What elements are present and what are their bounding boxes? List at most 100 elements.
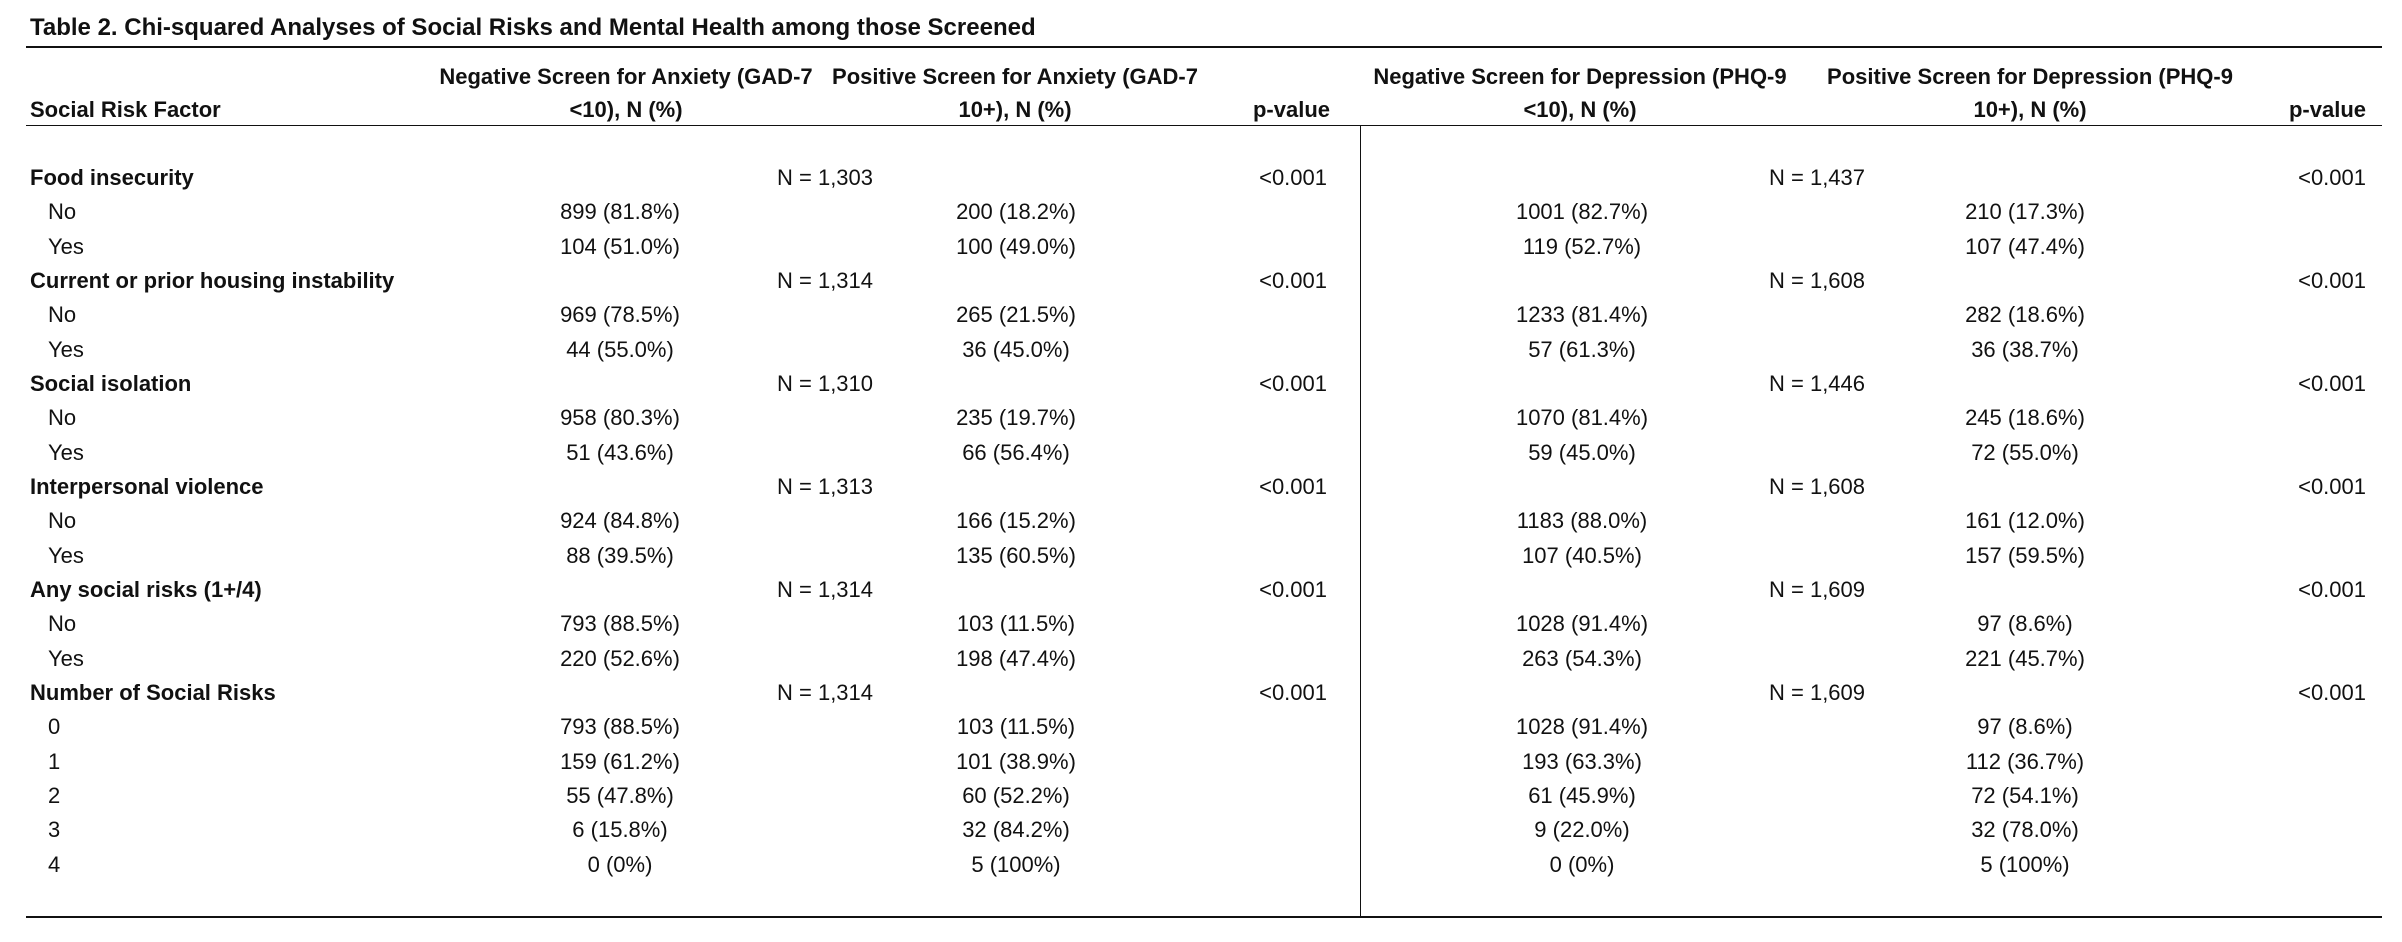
header-negative-depression: Negative Screen for Depression (PHQ-9 <1…	[1373, 64, 1787, 122]
negative-anxiety-cell: 793 (88.5%)	[560, 611, 680, 636]
header-p-value-depression: p-value	[2288, 97, 2366, 122]
positive-anxiety-cell: 265 (21.5%)	[956, 302, 1076, 327]
negative-anxiety-cell: 51 (43.6%)	[566, 440, 674, 465]
row-category-label: Any social risks (1+/4)	[30, 577, 262, 602]
positive-anxiety-cell: 60 (52.2%)	[962, 783, 1070, 808]
negative-depression-cell: 57 (61.3%)	[1528, 337, 1636, 362]
row-level-label: 2	[48, 783, 61, 808]
positive-anxiety-cell: 100 (49.0%)	[956, 234, 1076, 259]
row-level-label: No	[48, 611, 77, 636]
row-level-label: 0	[48, 714, 61, 739]
row-level-label: No	[48, 302, 77, 327]
row-level-label: Yes	[48, 234, 84, 259]
row-category-label: Interpersonal violence	[30, 474, 264, 499]
row-level-label: 1	[48, 749, 61, 774]
positive-depression-cell: 36 (38.7%)	[1971, 337, 2079, 362]
positive-depression-cell: 97 (8.6%)	[1977, 714, 2073, 739]
header-negative-anxiety: Negative Screen for Anxiety (GAD-7 <10),…	[439, 64, 813, 122]
positive-anxiety-cell: 103 (11.5%)	[956, 611, 1076, 636]
row-level-label: Yes	[48, 543, 84, 568]
depression-p-value: <0.001	[2298, 165, 2366, 190]
row-category-label: Number of Social Risks	[30, 680, 276, 705]
header-rule	[26, 125, 2382, 126]
negative-anxiety-cell: 899 (81.8%)	[560, 199, 680, 224]
negative-anxiety-cell: 793 (88.5%)	[560, 714, 680, 739]
positive-depression-cell: 245 (18.6%)	[1965, 405, 2085, 430]
positive-anxiety-cell: 135 (60.5%)	[956, 543, 1076, 568]
depression-sample-size: N = 1,446	[1768, 371, 1866, 396]
row-category-label: Social isolation	[30, 371, 192, 396]
negative-anxiety-cell: 159 (61.2%)	[560, 749, 680, 774]
negative-depression-cell: 263 (54.3%)	[1522, 646, 1642, 671]
header-social-risk-factor: Social Risk Factor	[30, 97, 221, 122]
negative-anxiety-cell: 6 (15.8%)	[572, 817, 668, 842]
negative-anxiety-cell: 958 (80.3%)	[560, 405, 680, 430]
row-level-label: No	[48, 405, 77, 430]
negative-anxiety-cell: 88 (39.5%)	[566, 543, 674, 568]
negative-depression-cell: 1233 (81.4%)	[1515, 302, 1649, 327]
negative-depression-cell: 1028 (91.4%)	[1515, 714, 1649, 739]
negative-depression-cell: 0 (0%)	[1549, 852, 1615, 877]
row-level-label: Yes	[48, 440, 84, 465]
depression-p-value: <0.001	[2298, 680, 2366, 705]
positive-anxiety-cell: 36 (45.0%)	[962, 337, 1070, 362]
anxiety-sample-size: N = 1,313	[776, 474, 874, 499]
row-level-label: No	[48, 199, 77, 224]
anxiety-sample-size: N = 1,314	[776, 268, 874, 293]
positive-anxiety-cell: 166 (15.2%)	[956, 508, 1076, 533]
anxiety-p-value: <0.001	[1259, 577, 1327, 602]
negative-anxiety-cell: 220 (52.6%)	[560, 646, 680, 671]
anxiety-sample-size: N = 1,310	[776, 371, 874, 396]
anxiety-p-value: <0.001	[1259, 165, 1327, 190]
negative-depression-cell: 1001 (82.7%)	[1515, 199, 1649, 224]
negative-anxiety-cell: 44 (55.0%)	[566, 337, 674, 362]
negative-depression-cell: 107 (40.5%)	[1522, 543, 1642, 568]
row-level-label: Yes	[48, 337, 84, 362]
top-rule	[26, 46, 2382, 48]
positive-anxiety-cell: 66 (56.4%)	[962, 440, 1070, 465]
depression-sample-size: N = 1,437	[1768, 165, 1866, 190]
negative-anxiety-cell: 969 (78.5%)	[560, 302, 680, 327]
positive-depression-cell: 210 (17.3%)	[1965, 199, 2085, 224]
depression-p-value: <0.001	[2298, 474, 2366, 499]
bottom-rule	[26, 916, 2382, 918]
anxiety-p-value: <0.001	[1259, 474, 1327, 499]
positive-depression-cell: 282 (18.6%)	[1965, 302, 2085, 327]
row-level-label: No	[48, 508, 77, 533]
row-level-label: 3	[48, 817, 61, 842]
positive-anxiety-cell: 32 (84.2%)	[962, 817, 1070, 842]
row-category-label: Food insecurity	[30, 165, 194, 190]
depression-p-value: <0.001	[2298, 577, 2366, 602]
negative-depression-cell: 1028 (91.4%)	[1515, 611, 1649, 636]
positive-depression-cell: 157 (59.5%)	[1965, 543, 2085, 568]
positive-depression-cell: 72 (55.0%)	[1971, 440, 2079, 465]
table-title: Table 2. Chi-squared Analyses of Social …	[30, 14, 1036, 41]
negative-depression-cell: 9 (22.0%)	[1534, 817, 1630, 842]
positive-anxiety-cell: 200 (18.2%)	[956, 199, 1076, 224]
positive-depression-cell: 32 (78.0%)	[1971, 817, 2079, 842]
row-level-label: Yes	[48, 646, 84, 671]
positive-depression-cell: 72 (54.1%)	[1971, 783, 2079, 808]
depression-p-value: <0.001	[2298, 268, 2366, 293]
positive-anxiety-cell: 235 (19.7%)	[956, 405, 1076, 430]
negative-anxiety-cell: 55 (47.8%)	[566, 783, 674, 808]
negative-depression-cell: 59 (45.0%)	[1528, 440, 1636, 465]
positive-depression-cell: 97 (8.6%)	[1977, 611, 2073, 636]
positive-anxiety-cell: 103 (11.5%)	[956, 714, 1076, 739]
negative-anxiety-cell: 104 (51.0%)	[560, 234, 680, 259]
negative-anxiety-cell: 924 (84.8%)	[560, 508, 680, 533]
depression-sample-size: N = 1,608	[1768, 474, 1866, 499]
anxiety-sample-size: N = 1,314	[776, 680, 874, 705]
depression-sample-size: N = 1,608	[1768, 268, 1866, 293]
negative-anxiety-cell: 0 (0%)	[587, 852, 653, 877]
positive-depression-cell: 5 (100%)	[1980, 852, 2070, 877]
header-positive-depression: Positive Screen for Depression (PHQ-9 10…	[1827, 64, 2233, 122]
positive-depression-cell: 112 (36.7%)	[1965, 749, 2085, 774]
row-category-label: Current or prior housing instability	[30, 268, 395, 293]
depression-sample-size: N = 1,609	[1768, 577, 1866, 602]
positive-depression-cell: 107 (47.4%)	[1965, 234, 2085, 259]
positive-depression-cell: 161 (12.0%)	[1965, 508, 2085, 533]
positive-anxiety-cell: 198 (47.4%)	[956, 646, 1076, 671]
positive-anxiety-cell: 5 (100%)	[971, 852, 1061, 877]
